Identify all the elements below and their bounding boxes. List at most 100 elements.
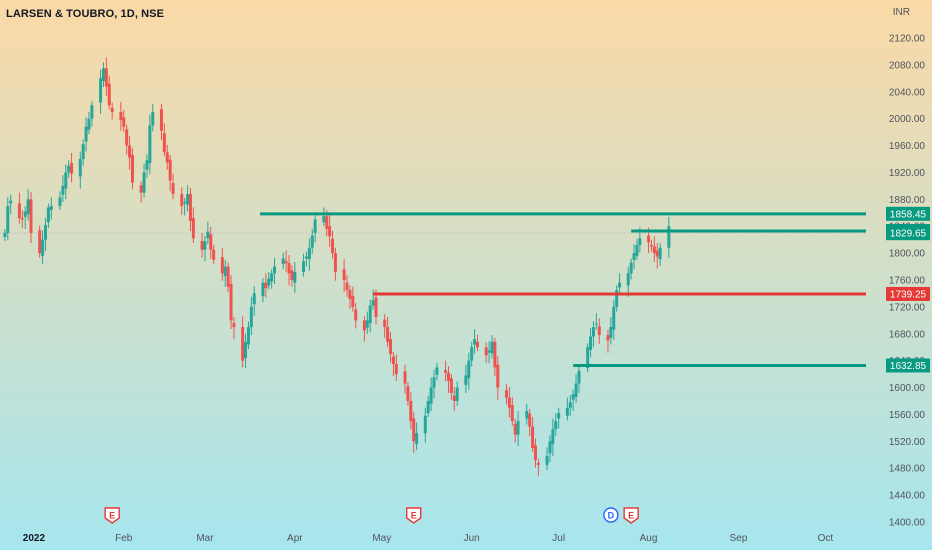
candle-body — [49, 206, 53, 211]
candle-body — [432, 377, 436, 388]
candle-body — [284, 261, 288, 264]
candle-body — [171, 183, 175, 194]
candle-body — [513, 423, 517, 435]
price-label-box — [886, 206, 930, 221]
y-tick-label: 1600.00 — [889, 383, 926, 394]
candle-body — [548, 441, 552, 454]
candle-body — [470, 347, 474, 361]
candle-body — [78, 159, 82, 177]
candle-body — [87, 118, 91, 130]
candle-body — [331, 238, 335, 254]
candle-body — [649, 245, 653, 247]
candle-body — [84, 126, 88, 142]
y-tick-label: 1680.00 — [889, 329, 926, 340]
candle-body — [449, 378, 453, 393]
candle-body — [568, 402, 572, 408]
candle-body — [46, 207, 50, 223]
candle-body — [565, 407, 569, 416]
candle-body — [342, 269, 346, 280]
candle-body — [403, 371, 407, 384]
candle-body — [101, 68, 105, 82]
y-tick-label: 2040.00 — [889, 87, 926, 98]
price-label-text: 1829.65 — [890, 229, 927, 240]
x-tick-label: 2022 — [23, 533, 46, 544]
candle-body — [3, 232, 7, 237]
x-tick-label: Oct — [818, 533, 834, 544]
candle-body — [444, 370, 448, 373]
currency-label: INR — [892, 7, 910, 18]
candle-body — [104, 68, 108, 87]
candle-body — [531, 426, 535, 449]
candle-body — [139, 185, 143, 193]
candle-body — [148, 125, 152, 164]
candle-body — [151, 111, 155, 126]
candle-body — [667, 226, 671, 248]
candle-body — [241, 327, 245, 361]
earnings-badge — [104, 507, 120, 524]
candle-body — [322, 216, 326, 223]
candle-body — [183, 202, 187, 204]
candle-body — [464, 375, 468, 385]
candle-body — [145, 160, 149, 170]
candle-body — [455, 387, 459, 401]
candle-body — [362, 320, 366, 331]
candle-body — [635, 245, 639, 256]
candle-body — [61, 185, 65, 195]
candle-body — [249, 306, 253, 328]
candle-body — [29, 199, 33, 233]
candle-body — [246, 327, 250, 345]
price-label-box — [886, 358, 930, 373]
candle-body — [264, 282, 268, 289]
y-tick-label: 1760.00 — [889, 276, 926, 287]
candle-body — [43, 224, 47, 240]
candle-body — [223, 266, 227, 276]
candle-body — [571, 394, 575, 400]
candle-body — [391, 356, 395, 365]
candle-body — [487, 350, 491, 353]
candle-body — [302, 261, 306, 272]
candle-body — [586, 347, 590, 369]
candle-body — [20, 218, 24, 220]
event-badge-letter: E — [628, 510, 634, 520]
candle-body — [475, 341, 479, 348]
x-tick-label: Jul — [552, 533, 565, 544]
candle-body — [261, 282, 265, 297]
candle-body — [389, 339, 393, 354]
candle-body — [406, 386, 410, 401]
candle-body — [9, 200, 13, 204]
y-tick-label: 1800.00 — [889, 249, 926, 260]
price-label-box — [886, 286, 930, 301]
candle-body — [606, 335, 610, 341]
candle-body — [647, 235, 651, 243]
candle-body — [244, 341, 248, 358]
candle-body — [589, 336, 593, 350]
candle-body — [107, 83, 111, 106]
candle-body — [354, 309, 358, 321]
candle-body — [597, 326, 601, 336]
candle-body — [307, 247, 311, 260]
candle-body — [658, 247, 662, 260]
candle-body — [348, 290, 352, 299]
candle-body — [110, 107, 114, 112]
candle-body — [516, 421, 520, 435]
price-label-text: 1739.25 — [890, 289, 927, 300]
candle-body — [26, 199, 30, 215]
y-tick-label: 1880.00 — [889, 195, 926, 206]
candle-body — [180, 193, 184, 207]
dividend-badge — [603, 507, 619, 523]
candle-body — [528, 413, 532, 427]
event-badge-letter: E — [109, 510, 115, 520]
x-tick-label: Apr — [287, 533, 303, 544]
y-tick-label: 2120.00 — [889, 34, 926, 45]
candle-body — [423, 415, 427, 434]
candle-body — [493, 341, 497, 368]
y-tick-label: 1520.00 — [889, 437, 926, 448]
candle-body — [273, 266, 277, 274]
candle-body — [313, 219, 317, 233]
candle-body — [162, 133, 166, 153]
candle-body — [99, 78, 103, 103]
candle-body — [473, 339, 477, 345]
